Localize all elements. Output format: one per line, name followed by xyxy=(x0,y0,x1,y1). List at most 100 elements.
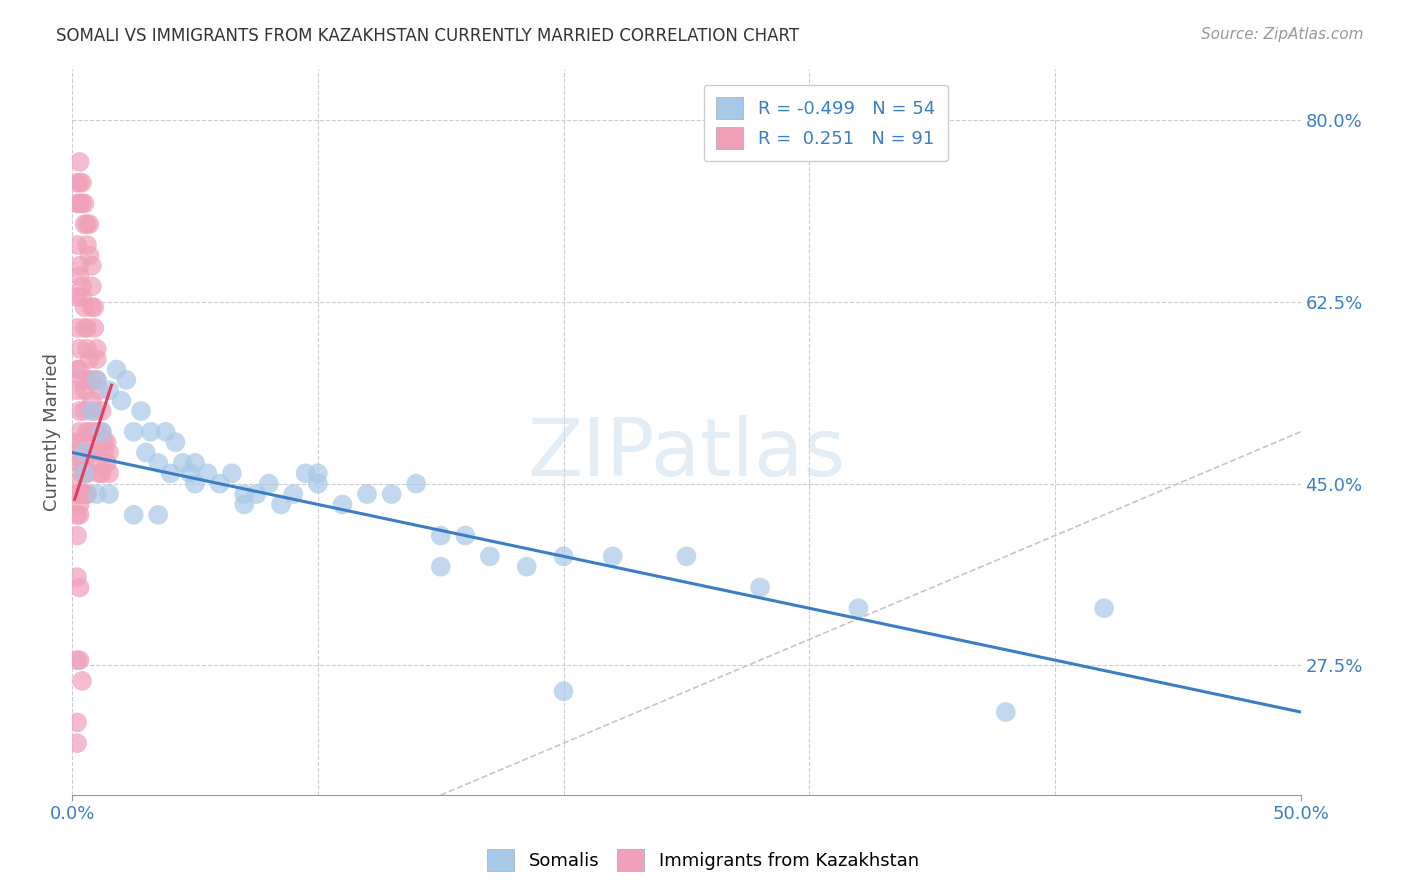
Point xyxy=(159,467,181,481)
Point xyxy=(148,508,170,522)
Point xyxy=(73,456,96,470)
Point xyxy=(994,705,1017,719)
Point xyxy=(96,456,118,470)
Point xyxy=(86,373,108,387)
Point xyxy=(184,456,207,470)
Point xyxy=(80,300,103,314)
Point xyxy=(356,487,378,501)
Point xyxy=(80,259,103,273)
Text: ZIPatlas: ZIPatlas xyxy=(527,415,845,492)
Point xyxy=(70,373,93,387)
Point xyxy=(73,384,96,398)
Point xyxy=(69,155,91,169)
Point xyxy=(79,248,101,262)
Point xyxy=(70,279,93,293)
Point xyxy=(69,404,91,418)
Point xyxy=(89,467,111,481)
Legend: R = -0.499   N = 54, R =  0.251   N = 91: R = -0.499 N = 54, R = 0.251 N = 91 xyxy=(703,85,948,161)
Point xyxy=(86,352,108,367)
Point xyxy=(69,362,91,376)
Point xyxy=(76,342,98,356)
Point xyxy=(70,290,93,304)
Point xyxy=(429,528,451,542)
Point xyxy=(283,487,305,501)
Point xyxy=(69,176,91,190)
Point xyxy=(69,269,91,284)
Point xyxy=(80,279,103,293)
Point xyxy=(83,404,105,418)
Point xyxy=(73,487,96,501)
Point xyxy=(66,321,89,335)
Point xyxy=(73,467,96,481)
Point xyxy=(90,425,112,439)
Point xyxy=(83,300,105,314)
Point xyxy=(66,435,89,450)
Point xyxy=(69,508,91,522)
Point xyxy=(79,352,101,367)
Point xyxy=(553,684,575,698)
Point xyxy=(98,487,121,501)
Point xyxy=(66,238,89,252)
Point xyxy=(93,435,115,450)
Point xyxy=(110,393,132,408)
Point xyxy=(1092,601,1115,615)
Point xyxy=(89,384,111,398)
Point xyxy=(270,498,292,512)
Point xyxy=(83,321,105,335)
Point xyxy=(66,528,89,542)
Legend: Somalis, Immigrants from Kazakhstan: Somalis, Immigrants from Kazakhstan xyxy=(479,842,927,879)
Point xyxy=(73,404,96,418)
Point xyxy=(66,176,89,190)
Point xyxy=(307,467,329,481)
Point xyxy=(233,487,256,501)
Point xyxy=(70,196,93,211)
Point xyxy=(179,467,201,481)
Point xyxy=(73,300,96,314)
Point xyxy=(245,487,267,501)
Point xyxy=(749,581,772,595)
Point xyxy=(70,435,93,450)
Point xyxy=(675,549,697,564)
Point xyxy=(454,528,477,542)
Point xyxy=(76,425,98,439)
Point xyxy=(69,581,91,595)
Point xyxy=(405,476,427,491)
Point xyxy=(516,559,538,574)
Point xyxy=(122,425,145,439)
Point xyxy=(66,476,89,491)
Point xyxy=(553,549,575,564)
Point xyxy=(848,601,870,615)
Point xyxy=(79,425,101,439)
Point xyxy=(602,549,624,564)
Point xyxy=(66,715,89,730)
Point xyxy=(115,373,138,387)
Point xyxy=(73,445,96,459)
Point xyxy=(66,736,89,750)
Point xyxy=(66,570,89,584)
Point xyxy=(69,445,91,459)
Point xyxy=(98,467,121,481)
Point xyxy=(69,498,91,512)
Point xyxy=(86,342,108,356)
Point xyxy=(69,196,91,211)
Point xyxy=(70,673,93,688)
Point xyxy=(429,559,451,574)
Point xyxy=(135,445,157,459)
Point xyxy=(233,498,256,512)
Point xyxy=(66,508,89,522)
Text: Source: ZipAtlas.com: Source: ZipAtlas.com xyxy=(1201,27,1364,42)
Point xyxy=(73,467,96,481)
Point xyxy=(69,487,91,501)
Point xyxy=(381,487,404,501)
Point xyxy=(139,425,162,439)
Point xyxy=(69,259,91,273)
Point xyxy=(66,196,89,211)
Point xyxy=(208,476,231,491)
Point xyxy=(76,487,98,501)
Point xyxy=(76,321,98,335)
Point xyxy=(86,445,108,459)
Point xyxy=(79,373,101,387)
Point xyxy=(332,498,354,512)
Point xyxy=(80,393,103,408)
Point xyxy=(66,290,89,304)
